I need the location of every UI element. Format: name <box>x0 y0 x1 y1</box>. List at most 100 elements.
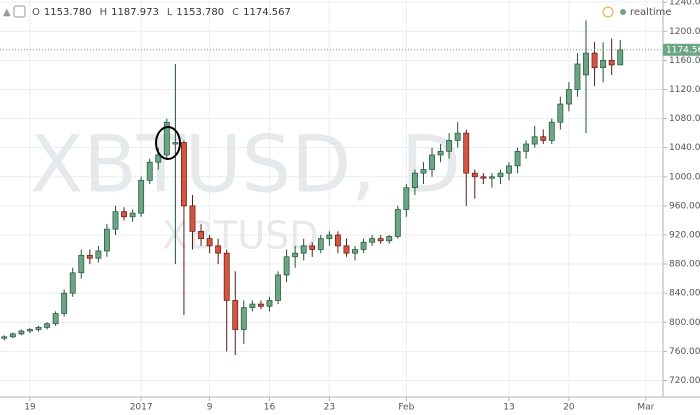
candle-body <box>35 326 42 330</box>
candle-body <box>471 172 478 178</box>
candle-body <box>446 140 453 152</box>
y-tick-label: 920.00 <box>669 230 700 240</box>
candle-body <box>583 52 589 76</box>
last-price-box <box>663 43 700 56</box>
y-tick-label: 1080.00 <box>669 114 700 124</box>
x-tick-label: Feb <box>398 403 414 413</box>
header-icon: ▲ <box>3 7 11 18</box>
candle-body <box>480 176 487 179</box>
realtime-dot <box>620 9 626 15</box>
candle-body <box>617 49 624 66</box>
realtime-icon <box>602 6 614 18</box>
candle-body <box>600 60 607 69</box>
candle-body <box>557 103 564 123</box>
axes: 720.00 760.00 800.00 840.00 880.00 920.00 960.… <box>24 0 700 413</box>
candle-body <box>317 238 324 250</box>
header-key: O <box>32 7 40 18</box>
watermark: XBTUSD, D <box>30 120 461 210</box>
candle-body <box>61 292 68 314</box>
candle-body <box>506 165 512 174</box>
candle-body <box>258 303 264 307</box>
candle-body <box>514 150 521 167</box>
y-tick-label: 1040.00 <box>669 143 700 153</box>
candle-body <box>531 136 538 145</box>
candle-body <box>300 245 307 254</box>
candle-body <box>172 142 179 145</box>
realtime-label: realtime <box>630 7 672 18</box>
candle-body <box>146 161 153 181</box>
last-price-label: 1174.56 <box>666 45 700 55</box>
x-tick-label: 20 <box>563 403 575 413</box>
candle-body <box>121 211 127 218</box>
candle-body <box>488 176 495 179</box>
candle-body <box>240 307 247 330</box>
candle-body <box>574 63 581 90</box>
candles <box>0 20 663 355</box>
candle-body <box>249 303 256 309</box>
header-key: C <box>232 7 239 18</box>
y-tick-label: 1200.00 <box>669 27 700 37</box>
x-tick-label: 19 <box>24 403 36 413</box>
header-value: 1153.780 <box>176 7 224 18</box>
x-tick-label: 2017 <box>130 403 153 413</box>
header-value: 1187.973 <box>111 7 159 18</box>
grid <box>0 0 663 397</box>
candle-body <box>548 121 555 141</box>
watermark-small: XBTUSD <box>162 214 319 258</box>
annotation-circle <box>155 126 181 160</box>
y-tick-label: 1120.00 <box>669 85 700 95</box>
header: ▲ O 1153.780 H 1187.973 L 1153.780 C 1174.567 <box>3 5 291 18</box>
header-key: L <box>167 7 173 18</box>
candle-body <box>163 121 170 156</box>
y-tick-label: 760.00 <box>669 347 700 357</box>
header-icon <box>13 5 26 18</box>
candle-body <box>334 234 341 247</box>
y-tick-label: 880.00 <box>669 260 700 270</box>
candle-body <box>454 132 461 141</box>
candle-body <box>78 254 85 274</box>
candle-body <box>189 205 196 232</box>
x-tick-label: 9 <box>207 403 213 413</box>
candle-body <box>343 245 350 254</box>
candle-body <box>266 300 273 307</box>
candle-body <box>232 300 239 330</box>
x-tick-label: 13 <box>503 403 514 413</box>
candle-body <box>104 228 110 252</box>
candle-body <box>437 150 444 156</box>
candle-body <box>429 154 435 170</box>
candle-body <box>138 180 145 214</box>
candle-body <box>181 142 187 207</box>
candle-body <box>292 252 299 258</box>
candle-body <box>223 252 230 301</box>
y-tick-label: 1240.00 <box>669 0 700 8</box>
y-tick-label: 720.00 <box>669 376 700 386</box>
candle-body <box>129 212 136 218</box>
x-tick-label: 23 <box>324 403 335 413</box>
candle-body <box>215 245 222 254</box>
x-tick-label: Mar <box>637 403 654 413</box>
candle-body <box>463 132 470 174</box>
candle-body <box>155 154 162 163</box>
y-tick-label: 960.00 <box>669 201 700 211</box>
candle-body <box>403 187 410 210</box>
candle-body <box>112 211 119 230</box>
candle-body <box>326 234 333 239</box>
candle-body <box>44 323 50 328</box>
candle-body <box>18 330 25 335</box>
y-tick-label: 800.00 <box>669 318 700 328</box>
candle-body <box>9 333 16 338</box>
candle-body <box>377 238 384 242</box>
candle-body <box>386 236 393 242</box>
candle-body <box>206 238 213 247</box>
candle-body <box>420 169 427 174</box>
candle-body <box>275 274 281 301</box>
candle-body <box>411 172 418 189</box>
candle-body <box>360 241 367 250</box>
candle-body <box>69 272 76 294</box>
candle-body <box>565 89 572 105</box>
x-tick-label: 16 <box>264 403 276 413</box>
header-value: 1174.567 <box>243 7 291 18</box>
y-tick-label: 1160.00 <box>669 56 700 66</box>
candle-body <box>523 143 530 152</box>
